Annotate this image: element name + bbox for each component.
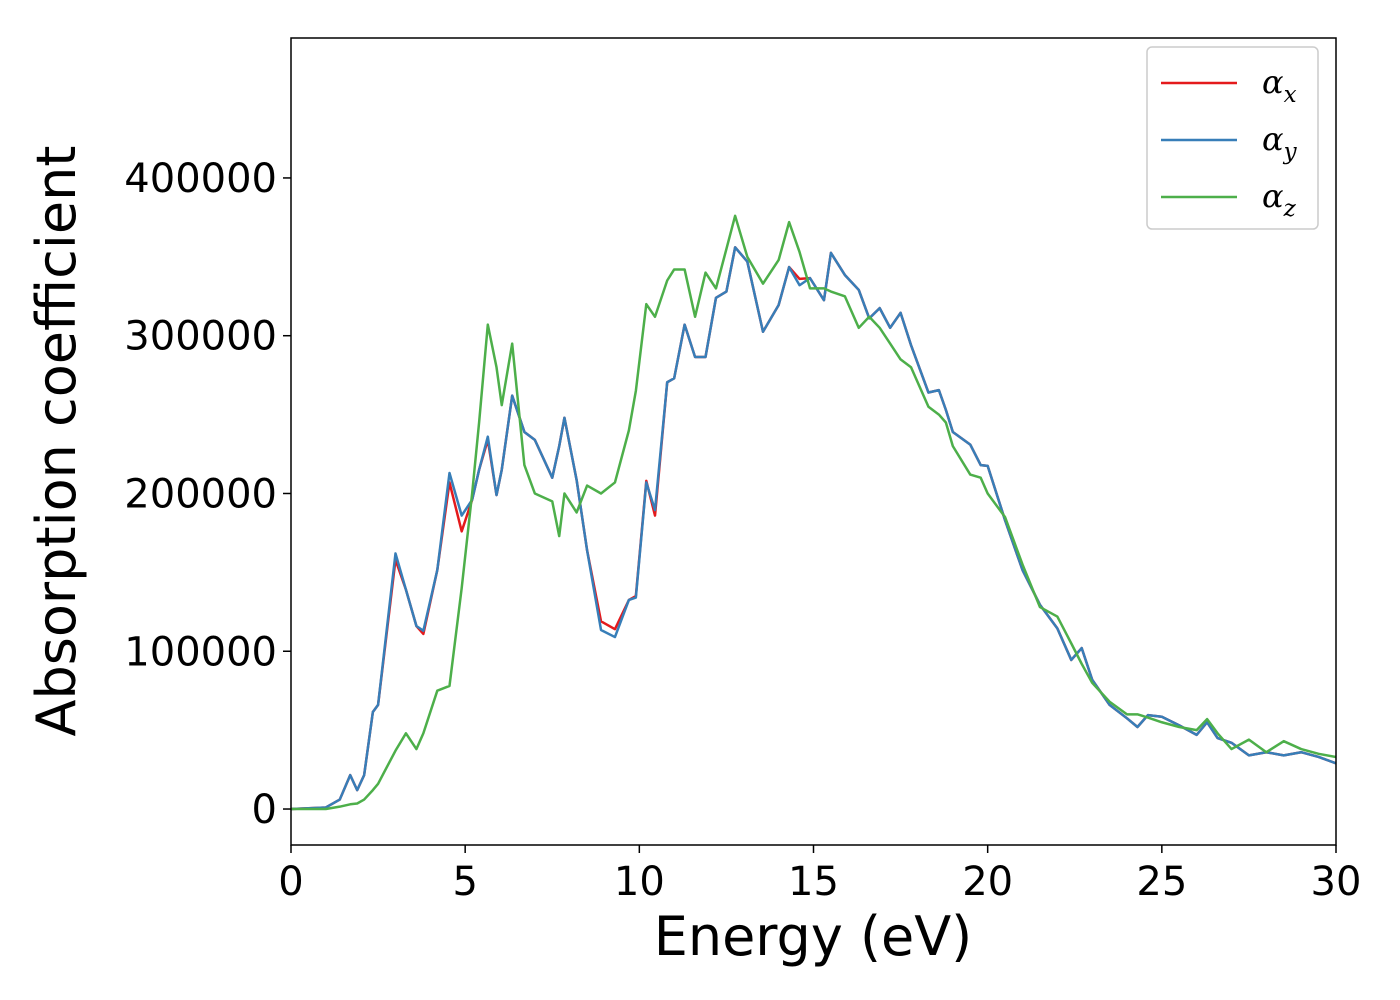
y-tick-label: 100000 (124, 629, 277, 675)
x-tick-label: 15 (788, 859, 839, 905)
y-axis-label: Absorption coefficient (25, 146, 88, 737)
legend-label: αy (1262, 120, 1298, 165)
x-tick-label: 0 (278, 859, 303, 905)
y-tick-label: 0 (252, 787, 277, 833)
x-axis-label: Energy (eV) (654, 905, 973, 968)
series-line (291, 214, 1336, 811)
series-line (291, 246, 1336, 811)
legend-label: αz (1262, 177, 1297, 222)
x-tick-label: 25 (1136, 859, 1187, 905)
x-tick-label: 5 (452, 859, 477, 905)
y-tick-label: 300000 (124, 314, 277, 360)
x-tick-label: 20 (962, 859, 1013, 905)
legend-box (1146, 46, 1319, 230)
plot (291, 214, 1336, 811)
y-tick-label: 200000 (124, 471, 277, 517)
legend-label: αx (1262, 63, 1297, 108)
y-tick-label: 400000 (124, 156, 277, 202)
plot-frame (290, 37, 1337, 846)
x-tick-label: 30 (1311, 859, 1362, 905)
x-tick-label: 10 (614, 859, 665, 905)
